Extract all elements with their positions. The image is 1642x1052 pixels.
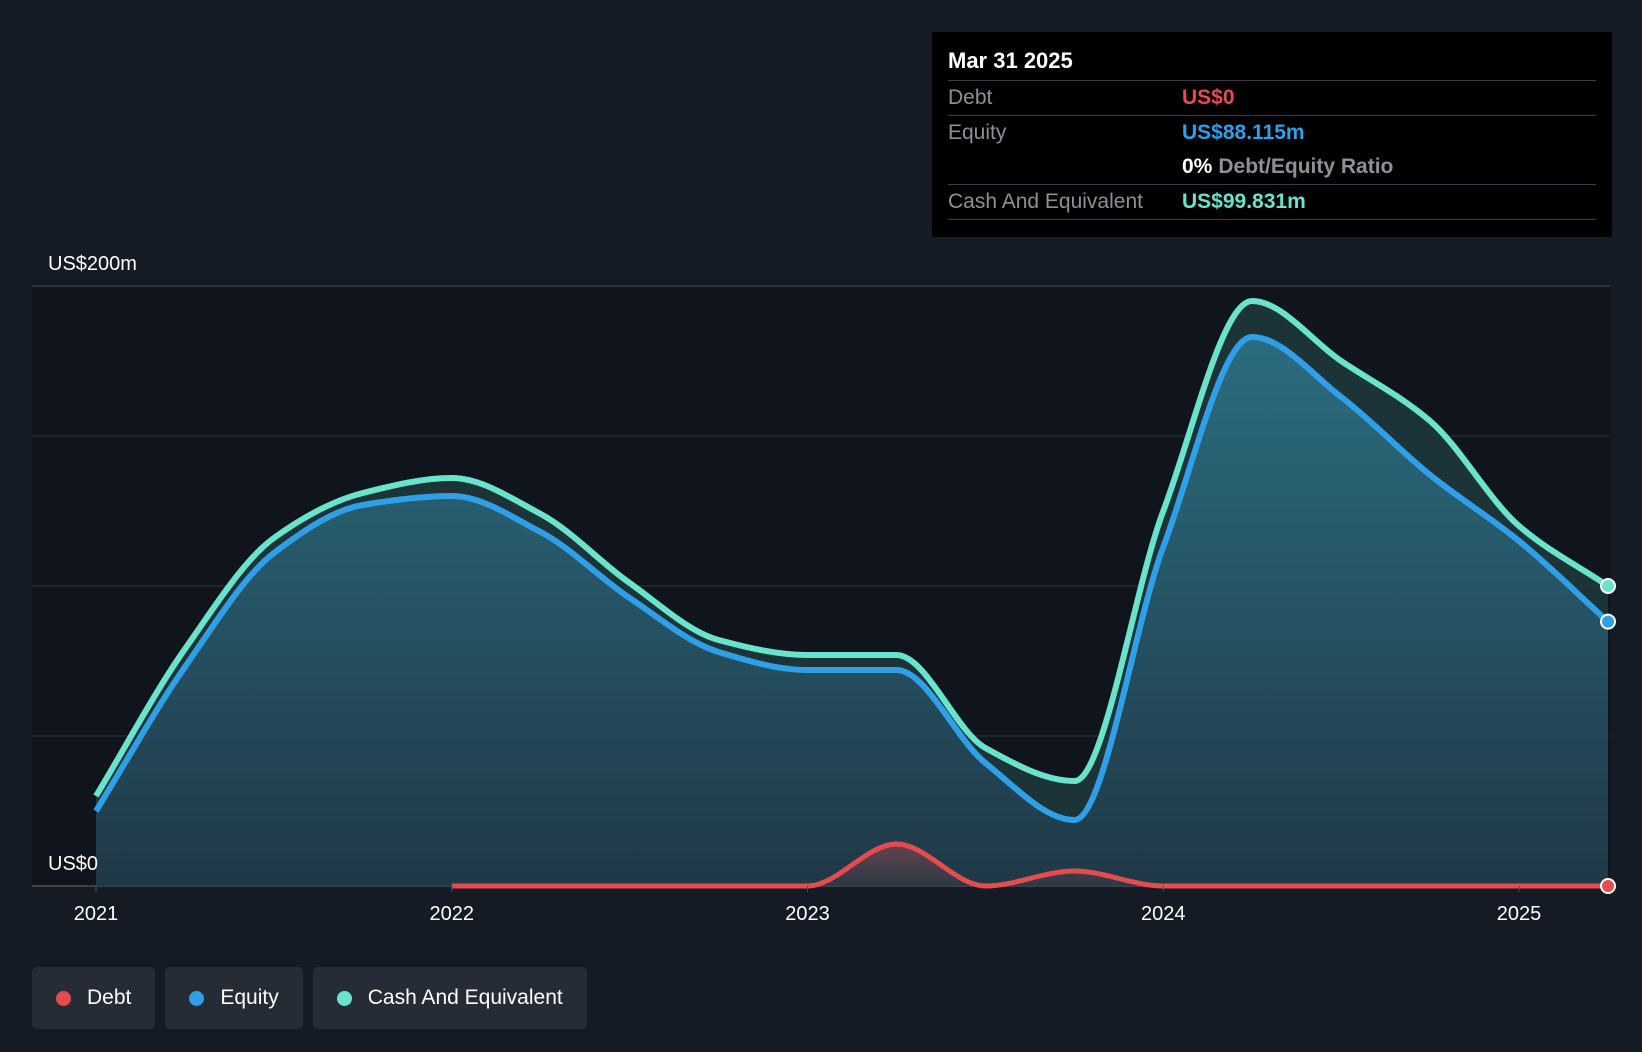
- x-tick-label-2025: 2025: [1497, 903, 1542, 925]
- tooltip-cash-label: Cash And Equivalent: [948, 190, 1143, 213]
- tooltip-ratio-label: Debt/Equity Ratio: [1218, 155, 1394, 178]
- end-markers: [1600, 578, 1616, 894]
- legend-item-equity[interactable]: Equity: [165, 967, 303, 1029]
- equity-area: [96, 337, 1608, 886]
- cash-line: [93, 298, 1610, 798]
- x-tick-label-2022: 2022: [430, 903, 475, 925]
- cash-end-marker: [1600, 578, 1616, 594]
- tooltip-debt-value: US$0: [1182, 86, 1235, 109]
- chart-legend: Debt Equity Cash And Equivalent: [32, 967, 587, 1029]
- tooltip-row-ratio: 0% Debt/Equity Ratio: [948, 150, 1596, 185]
- x-tick-label-2023: 2023: [785, 903, 830, 925]
- y-tick-label-zero: US$0: [48, 853, 98, 875]
- legend-dot-equity: [189, 990, 205, 1006]
- x-tick-label-2021: 2021: [74, 903, 119, 925]
- tooltip-date: Mar 31 2025: [948, 46, 1596, 81]
- tooltip-debt-label: Debt: [948, 86, 993, 109]
- debt-line: [451, 841, 1608, 889]
- y-tick-label-max: US$200m: [48, 253, 137, 275]
- tooltip-ratio-value: 0%: [1182, 155, 1213, 178]
- tooltip-row-cash: Cash And Equivalent US$99.831m: [948, 185, 1596, 220]
- tooltip-panel: Mar 31 2025 Debt US$0 Equity US$88.115m …: [932, 32, 1612, 237]
- tooltip-cash-value: US$99.831m: [1182, 190, 1306, 213]
- legend-label-debt: Debt: [87, 986, 132, 1009]
- legend-label-cash: Cash And Equivalent: [367, 986, 563, 1009]
- debt-end-marker: [1600, 878, 1616, 894]
- legend-item-debt[interactable]: Debt: [32, 967, 156, 1029]
- equity-line: [93, 334, 1611, 823]
- x-tick-label-2024: 2024: [1141, 903, 1186, 925]
- legend-dot-debt: [56, 990, 71, 1006]
- tooltip-row-debt: Debt US$0: [948, 81, 1596, 116]
- legend-dot-cash: [336, 990, 352, 1006]
- legend-label-equity: Equity: [220, 986, 279, 1009]
- legend-item-cash[interactable]: Cash And Equivalent: [312, 967, 587, 1029]
- tooltip-row-equity: Equity US$88.115m: [948, 116, 1596, 150]
- equity-end-marker: [1600, 613, 1616, 630]
- tooltip-equity-label: Equity: [948, 121, 1007, 144]
- x-axis-ticks: 2021 2022 2023 2024 2025: [74, 886, 1542, 925]
- tooltip-equity-value: US$88.115m: [1182, 121, 1305, 144]
